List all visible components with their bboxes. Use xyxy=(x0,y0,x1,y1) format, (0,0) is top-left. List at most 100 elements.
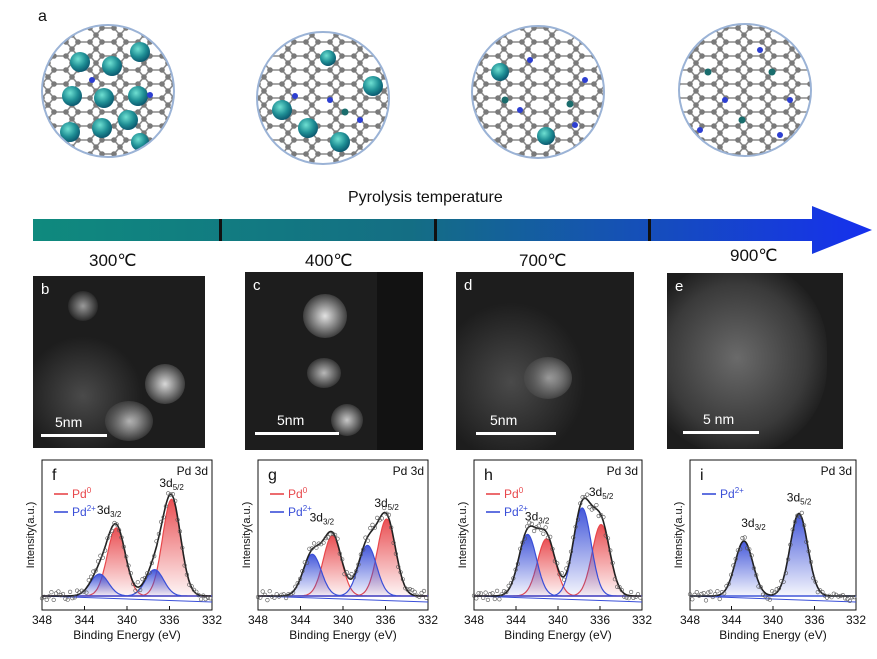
peak-label-3d52: 3d5/2 xyxy=(374,496,399,512)
data-point xyxy=(738,547,743,552)
xps-charts: 348 344 340 336 332 Binding Energy (eV) Intens… xyxy=(25,459,866,642)
x-tick-label: 332 xyxy=(846,613,866,627)
data-point xyxy=(520,540,525,545)
data-point xyxy=(522,536,527,541)
xps-panel-h: 348 344 340 336 332 Binding Energy (eV) Intens… xyxy=(457,459,652,642)
data-point xyxy=(488,592,493,597)
data-point xyxy=(703,598,709,603)
data-point xyxy=(536,523,541,528)
data-point xyxy=(84,590,89,595)
data-point xyxy=(822,593,827,598)
x-tick-label: 348 xyxy=(32,613,52,627)
data-point xyxy=(295,581,300,586)
baseline xyxy=(473,595,643,603)
data-point xyxy=(719,590,725,595)
scale-bar-c xyxy=(255,432,339,435)
data-point xyxy=(208,596,213,601)
data-point xyxy=(63,596,68,601)
data-point xyxy=(393,551,399,556)
data-point xyxy=(699,591,704,597)
data-point xyxy=(149,560,154,566)
data-point xyxy=(419,590,424,596)
arrow-title: Pyrolysis temperature xyxy=(348,189,503,206)
data-point xyxy=(105,536,110,541)
y-axis-label: Intensity(a.u.) xyxy=(457,502,469,569)
data-point xyxy=(770,589,775,594)
data-point xyxy=(728,572,734,577)
data-point xyxy=(81,589,87,594)
data-point xyxy=(56,589,61,594)
data-point xyxy=(760,592,766,597)
data-point xyxy=(286,592,291,597)
baseline xyxy=(41,595,213,603)
data-point xyxy=(255,594,261,600)
legend-pd2plus: Pd2+ xyxy=(288,504,312,519)
data-point xyxy=(795,513,800,518)
data-point xyxy=(511,576,516,581)
em-scale-e: 5 nm xyxy=(703,411,735,427)
data-point xyxy=(849,595,855,600)
data-point xyxy=(145,571,150,576)
data-point xyxy=(265,598,270,603)
data-point xyxy=(414,593,420,598)
data-point xyxy=(731,563,736,568)
data-point xyxy=(361,547,366,552)
baseline xyxy=(689,595,857,603)
data-point xyxy=(506,583,511,588)
data-point xyxy=(594,502,599,508)
data-point xyxy=(152,553,157,559)
temp-label-700: 700℃ xyxy=(519,251,567,270)
data-point xyxy=(293,584,298,589)
x-tick-label: 336 xyxy=(590,613,610,627)
data-point xyxy=(142,575,147,581)
data-point xyxy=(300,568,305,574)
x-tick-label: 340 xyxy=(763,613,783,627)
data-point xyxy=(100,555,105,560)
data-point xyxy=(356,562,361,567)
data-point xyxy=(154,539,159,544)
em-letter-b: b xyxy=(41,281,50,298)
em-image-d: d 5nm xyxy=(456,272,634,450)
data-point xyxy=(847,598,852,603)
data-point xyxy=(735,548,741,553)
data-point xyxy=(476,591,481,596)
data-point xyxy=(372,525,378,530)
data-point xyxy=(312,541,317,546)
data-point xyxy=(495,588,500,593)
data-point xyxy=(790,527,795,532)
scale-bar-d xyxy=(476,432,556,435)
data-point xyxy=(389,525,394,530)
data-point xyxy=(564,566,569,571)
data-point xyxy=(701,591,706,596)
em-image-c: c 5nm xyxy=(245,272,423,450)
data-point xyxy=(189,584,194,589)
data-point xyxy=(619,588,624,593)
data-point xyxy=(524,524,530,529)
data-point xyxy=(316,541,321,546)
data-point xyxy=(114,522,119,527)
data-point xyxy=(274,592,279,597)
data-point xyxy=(631,595,636,600)
temp-label-400: 400℃ xyxy=(305,251,353,270)
data-point xyxy=(109,528,115,534)
data-point xyxy=(836,594,841,599)
data-point xyxy=(561,577,567,582)
x-tick-label: 332 xyxy=(202,613,222,627)
legend-pd2plus: Pd2+ xyxy=(504,504,528,519)
data-point xyxy=(813,579,818,584)
data-point xyxy=(831,591,836,596)
data-point xyxy=(260,589,265,594)
data-point xyxy=(733,556,738,561)
data-point xyxy=(79,588,84,593)
data-point xyxy=(552,558,558,564)
xps-panel-i: 348 344 340 336 332 Binding Energy (eV) Intens… xyxy=(673,459,866,642)
data-point xyxy=(70,596,75,601)
data-point xyxy=(603,533,608,538)
data-point xyxy=(305,560,310,565)
data-point xyxy=(587,505,592,510)
data-point xyxy=(351,575,356,580)
data-point xyxy=(580,495,585,500)
data-point xyxy=(601,514,606,520)
data-point xyxy=(135,580,140,585)
data-point xyxy=(715,589,720,594)
